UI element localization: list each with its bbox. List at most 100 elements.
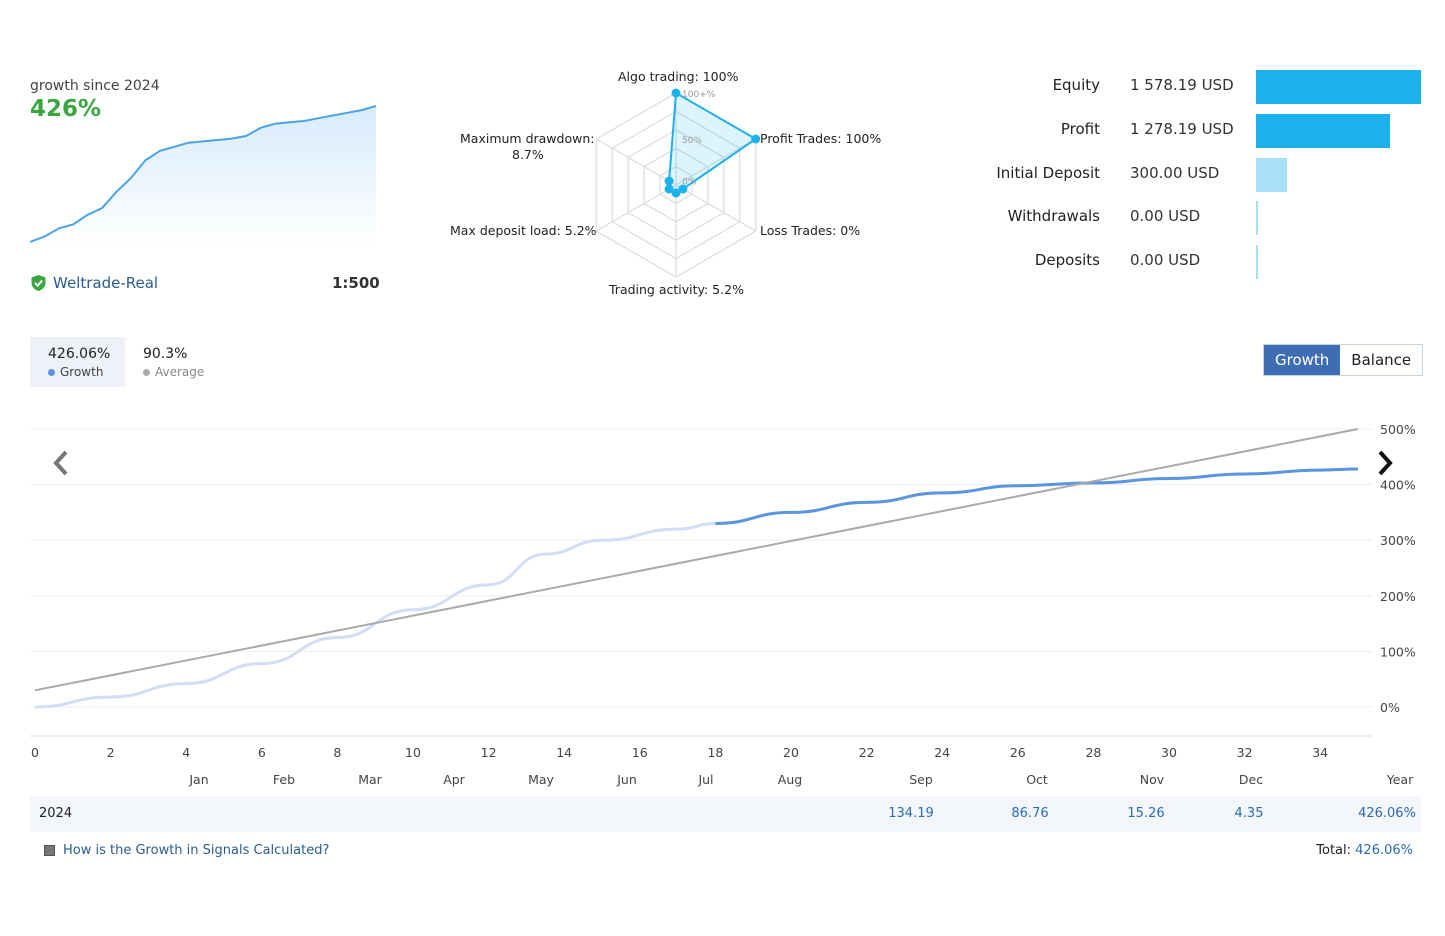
x-tick-label: 6	[258, 745, 266, 760]
growth-since-label: growth since 2024	[30, 78, 160, 94]
y-tick-label: 300%	[1380, 533, 1416, 548]
chevron-right-icon[interactable]	[1374, 446, 1396, 486]
radar-label-profit: Profit Trades: 100%	[760, 131, 882, 146]
total-value: 426.06%	[1355, 843, 1413, 858]
stat-bar	[1256, 70, 1421, 104]
radar-axis	[596, 138, 677, 186]
x-tick-label: 16	[632, 745, 648, 760]
x-tick-label: 2	[107, 745, 115, 760]
month-label: Jul	[698, 772, 714, 787]
growth-toggle-button[interactable]: Growth	[1264, 345, 1341, 375]
sparkline-line	[30, 105, 376, 243]
radar-label-drawdown-value: 8.7%	[512, 147, 544, 162]
x-tick-label: 34	[1312, 745, 1328, 760]
radar-axis	[596, 184, 677, 232]
year-cell: 134.19	[888, 806, 934, 821]
stat-row-initial-deposit: Initial Deposit 300.00 USD	[980, 154, 1430, 194]
radar-axis	[675, 138, 756, 186]
year-row: 2024	[30, 796, 1421, 832]
radar-scale-label: 0%	[682, 177, 697, 187]
growth-summary-value: 426.06%	[48, 346, 111, 362]
growth-history-line	[34, 522, 716, 709]
stat-label: Deposits	[1034, 251, 1100, 269]
y-tick-label: 100%	[1380, 644, 1416, 659]
stat-label: Withdrawals	[1007, 207, 1100, 225]
sparkline-area	[30, 106, 376, 245]
month-label: Sep	[909, 772, 933, 787]
stat-row-profit: Profit 1 278.19 USD	[980, 110, 1430, 150]
x-tick-label: 20	[783, 745, 799, 760]
month-label: Nov	[1139, 772, 1165, 787]
y-tick-label: 400%	[1380, 478, 1416, 493]
growth-calc-link[interactable]: How is the Growth in Signals Calculated?	[44, 843, 329, 858]
radar-label-algo: Algo trading: 100%	[618, 69, 739, 84]
month-label: Dec	[1238, 772, 1264, 787]
growth-calc-link-text[interactable]: How is the Growth in Signals Calculated?	[63, 843, 330, 858]
month-label: May	[528, 772, 554, 787]
radar-svg: 100+% 50% 0%	[595, 88, 761, 278]
x-tick-label: 32	[1237, 745, 1253, 760]
growth-sparkline	[30, 105, 376, 245]
year-cell: 4.35	[1234, 806, 1264, 821]
growth-chart: 500%400%300%200%100%0%0 2 4 6 8 10 12 14 16 18 20 2…	[30, 422, 1416, 760]
radar-point	[671, 88, 681, 98]
average-summary-legend: Average	[143, 365, 204, 379]
stat-bar	[1256, 158, 1288, 192]
x-tick-label: 24	[934, 745, 950, 760]
month-label: Aug	[777, 772, 803, 787]
growth-dot-icon	[48, 368, 55, 376]
x-tick-label: 30	[1161, 745, 1177, 760]
month-label: Year	[1386, 772, 1414, 787]
radar-label-loss: Loss Trades: 0%	[760, 223, 861, 238]
radar-label-activity: Trading activity: 5.2%	[609, 282, 744, 297]
month-label: Jan	[189, 772, 209, 787]
x-tick-label: 10	[405, 745, 421, 760]
radar-point	[671, 188, 681, 198]
radar-axis	[675, 184, 756, 232]
stat-value: 300.00 USD	[1130, 164, 1220, 182]
y-tick-label: 0%	[1380, 700, 1400, 715]
average-dot-icon	[143, 368, 150, 376]
chevron-left-icon[interactable]	[50, 446, 72, 486]
leverage-value: 1:500	[332, 274, 380, 292]
broker-name[interactable]: Weltrade-Real	[53, 274, 159, 292]
x-tick-label: 12	[481, 745, 497, 760]
radar-scale-label: 50%	[682, 136, 702, 146]
radar-chart: 100+% 50% 0% Algo trading: 100% Profit Tra…	[440, 60, 910, 310]
average-line	[34, 428, 1359, 692]
month-label: Oct	[1026, 772, 1048, 787]
tab-growth-summary[interactable]: 426.06% Growth	[30, 337, 125, 387]
year-cell: 426.06%	[1358, 806, 1416, 821]
radar-label-deposit-load: Max deposit load: 5.2%	[450, 223, 597, 238]
radar-point	[664, 184, 674, 194]
stat-row-withdrawals: Withdrawals 0.00 USD	[980, 197, 1430, 237]
total-label: Total:	[1316, 843, 1352, 858]
broker-badge[interactable]: Weltrade-Real	[30, 274, 158, 292]
balance-toggle-button[interactable]: Balance	[1340, 345, 1423, 375]
stat-row-deposits: Deposits 0.00 USD	[980, 241, 1430, 281]
x-tick-label: 18	[707, 745, 723, 760]
stat-value: 0.00 USD	[1130, 207, 1201, 225]
stat-value: 1 578.19 USD	[1130, 76, 1234, 94]
total-growth: Total: 426.06%	[1316, 843, 1413, 858]
year-label: 2024	[39, 806, 73, 821]
growth-summary-legend: Growth	[48, 365, 103, 379]
month-label: Jun	[617, 772, 637, 787]
y-tick-label: 200%	[1380, 589, 1416, 604]
x-tick-label: 26	[1010, 745, 1026, 760]
month-label: Mar	[358, 772, 382, 787]
help-book-icon	[44, 845, 55, 856]
stat-label: Profit	[1060, 120, 1100, 138]
growth-line	[715, 467, 1359, 525]
chart-mode-toggle: Growth Balance	[1263, 344, 1424, 376]
month-label: Apr	[443, 772, 465, 787]
x-tick-label: 8	[333, 745, 341, 760]
average-summary-value: 90.3%	[143, 346, 188, 362]
stat-value: 1 278.19 USD	[1130, 120, 1234, 138]
average-summary-label: Average	[155, 365, 205, 379]
radar-point	[678, 184, 688, 194]
account-stats: Equity 1 578.19 USD Profit 1 278.19 USD …	[980, 66, 1430, 286]
stat-bar	[1256, 201, 1258, 235]
tab-average-summary[interactable]: 90.3% Average	[133, 337, 223, 387]
x-tick-label: 0	[31, 745, 39, 760]
